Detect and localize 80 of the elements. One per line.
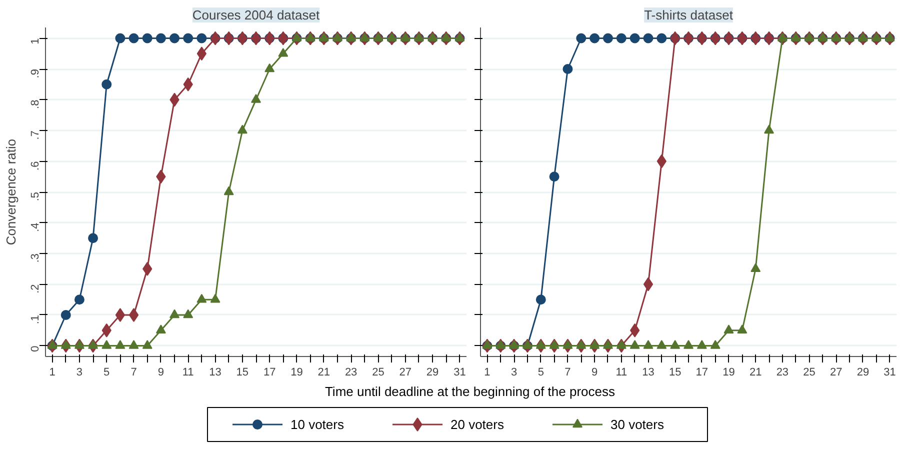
x-tick-label: 7 xyxy=(564,366,571,378)
point xyxy=(764,124,774,134)
legend-label: 10 voters xyxy=(290,417,344,432)
x-tick-label: 5 xyxy=(538,366,544,378)
x-tick-label: 5 xyxy=(104,366,110,378)
legend-label: 30 voters xyxy=(610,417,664,432)
x-tick-label: 1 xyxy=(49,366,56,378)
x-tick-label: 11 xyxy=(182,366,194,378)
x-tick-label: 13 xyxy=(642,366,654,378)
y-tick-label: .9 xyxy=(30,68,42,78)
x-tick-label: 29 xyxy=(426,366,439,378)
point xyxy=(750,263,761,272)
x-tick-label: 15 xyxy=(668,366,682,378)
point xyxy=(590,33,600,44)
x-tick-label: 25 xyxy=(803,366,816,378)
point xyxy=(616,33,626,44)
point xyxy=(710,340,720,349)
x-tick-label: 27 xyxy=(830,366,842,378)
x-tick-label: 23 xyxy=(776,366,789,378)
x-tick-label: 3 xyxy=(510,366,518,378)
point xyxy=(737,324,748,334)
point xyxy=(562,340,573,349)
point xyxy=(536,340,546,349)
x-axis-title: Time until deadline at the beginning of the process xyxy=(324,383,616,401)
point xyxy=(536,294,546,305)
y-tick-label: .2 xyxy=(30,284,42,294)
point xyxy=(630,340,640,349)
x-tick-label: 29 xyxy=(856,366,870,378)
point xyxy=(684,340,694,349)
x-tick-label: 13 xyxy=(209,366,222,378)
y-tick-label: 1 xyxy=(30,38,42,44)
point xyxy=(616,340,626,349)
y-tick-label: .7 xyxy=(30,130,42,140)
point xyxy=(643,33,654,44)
point xyxy=(549,172,560,182)
legend-label: 20 voters xyxy=(450,417,504,432)
point xyxy=(602,340,613,349)
y-tick-label: .8 xyxy=(30,100,42,109)
x-tick-label: 27 xyxy=(399,366,412,378)
x-tick-label: 11 xyxy=(616,366,628,378)
x-tick-label: 9 xyxy=(592,366,598,378)
x-tick-label: 17 xyxy=(263,366,276,378)
point xyxy=(670,340,680,349)
point xyxy=(562,64,573,74)
point xyxy=(643,277,654,292)
y-tick-label: 0 xyxy=(30,346,42,352)
x-tick-label: 1 xyxy=(484,366,490,378)
point xyxy=(643,340,654,349)
point xyxy=(656,33,667,44)
chart-title: Courses 2004 dataset xyxy=(192,8,320,22)
x-tick-label: 21 xyxy=(749,366,762,378)
point xyxy=(724,324,734,334)
y-tick-label: .3 xyxy=(30,253,42,263)
x-tick-label: 7 xyxy=(130,366,137,378)
point xyxy=(656,340,667,349)
x-tick-label: 15 xyxy=(236,366,249,378)
y-tick-label: .1 xyxy=(30,314,42,324)
chart-title: T-shirts dataset xyxy=(644,8,734,22)
point xyxy=(590,340,600,349)
point xyxy=(696,340,707,349)
x-tick-label: 23 xyxy=(344,366,358,378)
x-tick-label: 9 xyxy=(158,366,164,378)
point xyxy=(549,340,560,349)
point xyxy=(630,33,640,44)
x-tick-label: 3 xyxy=(76,366,83,378)
x-tick-label: 31 xyxy=(884,366,896,378)
y-tick-label: .5 xyxy=(30,192,42,202)
x-tick-label: 19 xyxy=(290,366,303,378)
point xyxy=(602,33,613,44)
y-tick-label: .6 xyxy=(30,161,42,170)
y-tick-label: .4 xyxy=(30,222,42,232)
x-tick-label: 21 xyxy=(318,366,330,378)
x-tick-label: 19 xyxy=(722,366,735,378)
x-tick-label: 31 xyxy=(454,366,466,378)
y-axis-title: Convergence ratio xyxy=(4,138,18,246)
x-tick-label: 25 xyxy=(372,366,384,378)
x-tick-label: 17 xyxy=(696,366,708,378)
point xyxy=(576,33,586,44)
point xyxy=(576,340,586,349)
point xyxy=(630,323,640,338)
